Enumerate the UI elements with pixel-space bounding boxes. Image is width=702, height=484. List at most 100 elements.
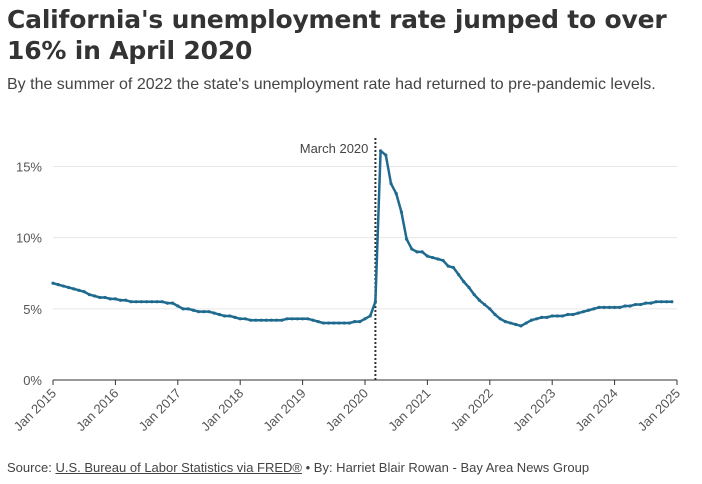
data-point xyxy=(633,302,638,307)
data-point xyxy=(238,317,242,321)
data-point xyxy=(467,285,471,290)
data-point xyxy=(87,292,91,297)
data-point xyxy=(566,312,570,317)
data-point xyxy=(93,294,97,298)
data-point xyxy=(113,297,117,301)
data-point xyxy=(56,283,60,287)
data-point xyxy=(628,304,632,308)
data-point xyxy=(332,321,336,325)
data-point xyxy=(311,318,315,322)
series-layer xyxy=(51,149,674,328)
data-point xyxy=(529,318,534,322)
x-tick-label: Jan 2022 xyxy=(447,386,495,434)
data-point xyxy=(524,321,528,325)
data-point xyxy=(347,321,351,325)
chart-title: California's unemployment rate jumped to… xyxy=(7,5,667,65)
data-point xyxy=(373,300,377,304)
x-tick-label: Jan 2025 xyxy=(635,386,683,434)
data-point xyxy=(264,318,268,322)
data-point xyxy=(493,312,497,317)
data-point xyxy=(446,264,450,268)
gridlines xyxy=(53,165,677,381)
data-point xyxy=(223,314,227,318)
data-point xyxy=(165,301,169,305)
x-tick-label: Jan 2016 xyxy=(73,386,121,434)
data-point xyxy=(353,320,357,324)
data-point xyxy=(457,273,461,277)
x-tick-label: Jan 2024 xyxy=(572,386,620,434)
data-point xyxy=(202,310,206,314)
annotation-label: March 2020 xyxy=(300,141,369,156)
data-point xyxy=(618,305,622,309)
data-point xyxy=(171,301,175,305)
chart-subtitle: By the summer of 2022 the state's unempl… xyxy=(7,76,656,93)
data-point xyxy=(119,298,123,302)
x-tick-label: Jan 2018 xyxy=(198,386,246,434)
data-point xyxy=(134,300,138,304)
data-point xyxy=(124,298,128,302)
data-point xyxy=(535,317,539,321)
data-point xyxy=(514,322,518,327)
data-point xyxy=(592,307,596,311)
data-point xyxy=(150,300,154,304)
data-point xyxy=(212,311,216,315)
data-point xyxy=(82,290,86,294)
x-axis-ticks: Jan 2015 Jan 2016 Jan 2017 Jan 2018 Jan 2019… xyxy=(11,379,683,434)
chart-footer: Source: U.S. Bureau of Labor Statistics … xyxy=(7,460,589,475)
data-point xyxy=(301,317,305,321)
data-point xyxy=(576,311,580,315)
data-point xyxy=(108,297,112,301)
data-point xyxy=(67,285,71,290)
data-point xyxy=(321,321,325,325)
data-point xyxy=(207,310,211,314)
data-point xyxy=(670,300,674,304)
data-point xyxy=(176,304,180,308)
data-point xyxy=(290,317,294,321)
data-point xyxy=(72,287,76,291)
data-point xyxy=(77,288,81,292)
data-point xyxy=(431,255,435,260)
data-point xyxy=(425,254,429,258)
x-tick-label: Jan 2015 xyxy=(11,386,59,434)
data-point xyxy=(363,317,367,321)
unemployment-series-line xyxy=(52,149,672,328)
byline: • By: Harriet Blair Rowan - Bay Area New… xyxy=(305,460,590,475)
data-point xyxy=(233,315,237,319)
data-point xyxy=(254,318,258,322)
data-point xyxy=(275,318,279,322)
data-point xyxy=(540,315,544,319)
data-point xyxy=(623,304,627,308)
data-point xyxy=(384,153,388,157)
y-tick-label: 10% xyxy=(16,231,42,246)
data-point xyxy=(399,210,403,214)
data-point xyxy=(587,308,591,312)
data-point xyxy=(327,321,331,325)
data-point xyxy=(145,300,149,304)
data-point xyxy=(259,318,263,322)
data-point xyxy=(129,300,133,304)
data-point xyxy=(61,284,65,288)
source-link[interactable]: U.S. Bureau of Labor Statistics via FRED… xyxy=(55,460,302,475)
data-point xyxy=(519,324,523,328)
y-axis-ticks: 0% 5% 10% 15% xyxy=(16,159,42,388)
data-point xyxy=(197,310,201,314)
line-chart: 0%5%10%15% Jan 2015 Jan 2016 Jan 2017 Jan 2… xyxy=(11,136,683,434)
data-point xyxy=(561,314,565,318)
data-point xyxy=(477,298,481,302)
data-point xyxy=(186,307,190,311)
data-point xyxy=(160,300,164,304)
data-point xyxy=(503,320,507,324)
data-point xyxy=(389,181,393,186)
data-point xyxy=(555,314,560,318)
x-tick-label: Jan 2021 xyxy=(385,386,433,434)
data-point xyxy=(415,250,419,254)
data-point xyxy=(379,149,383,153)
data-point xyxy=(571,312,575,317)
data-point xyxy=(602,305,606,309)
data-point xyxy=(228,314,232,318)
data-point xyxy=(654,300,658,304)
x-tick-label: Jan 2017 xyxy=(135,386,183,434)
data-point xyxy=(581,310,586,314)
data-point xyxy=(139,300,143,304)
y-tick-label: 5% xyxy=(23,302,42,317)
